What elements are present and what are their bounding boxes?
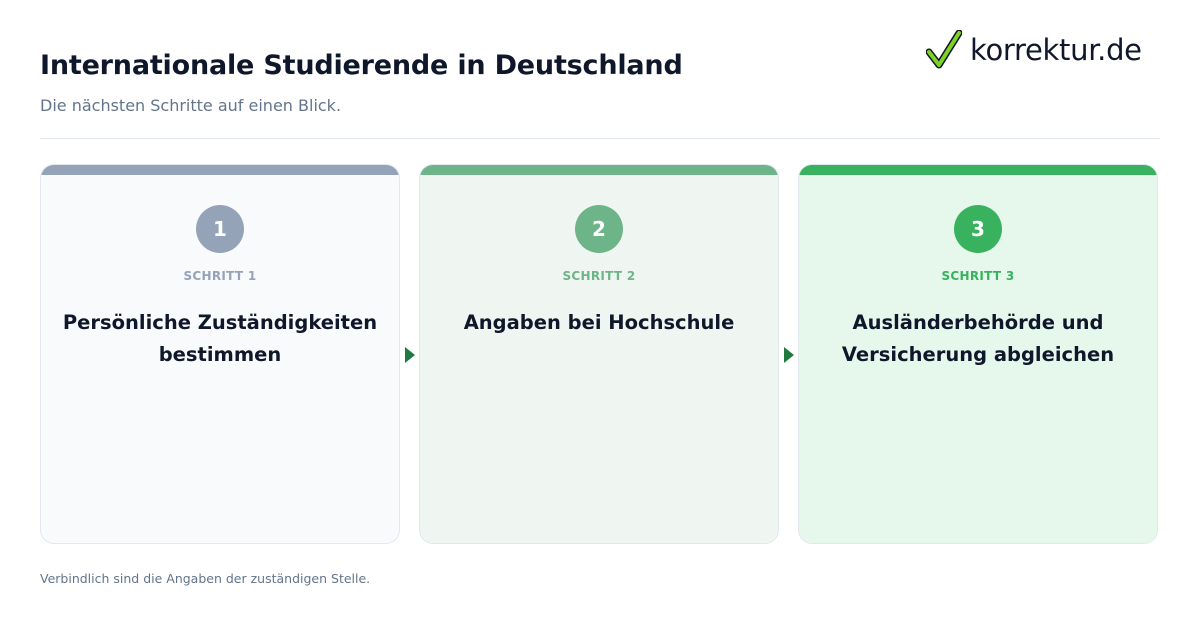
step-heading: Ausländerbehörde und Versicherung abglei… (841, 311, 1115, 366)
step-arrow-icon (405, 347, 415, 363)
step-accent-bar (799, 165, 1157, 175)
step-label: SCHRITT 2 (562, 269, 636, 283)
footer-note: Verbindlich sind die Angaben der zuständ… (40, 571, 371, 586)
step-number-badge: 2 (575, 205, 623, 253)
step-heading: Persönliche Zuständigkeiten bestimmen (62, 311, 378, 366)
brand-name: korrektur.de (970, 33, 1142, 67)
step-accent-bar (41, 165, 399, 175)
step-card-2: 2 SCHRITT 2 Angaben bei Hochschule (419, 164, 779, 544)
page-subtitle: Die nächsten Schritte auf einen Blick. (40, 96, 342, 115)
step-card-3: 3 SCHRITT 3 Ausländerbehörde und Versich… (798, 164, 1158, 544)
step-accent-bar (420, 165, 778, 175)
brand-logo[interactable]: korrektur.de (926, 30, 1142, 70)
step-label: SCHRITT 1 (183, 269, 257, 283)
checkmark-icon (926, 30, 962, 70)
step-arrow-icon (784, 347, 794, 363)
step-heading: Angaben bei Hochschule (463, 311, 735, 334)
header-divider (40, 138, 1160, 139)
step-card-1: 1 SCHRITT 1 Persönliche Zuständigkeiten … (40, 164, 400, 544)
step-number-badge: 1 (196, 205, 244, 253)
step-number-badge: 3 (954, 205, 1002, 253)
step-label: SCHRITT 3 (941, 269, 1015, 283)
page-title: Internationale Studierende in Deutschlan… (40, 50, 683, 81)
